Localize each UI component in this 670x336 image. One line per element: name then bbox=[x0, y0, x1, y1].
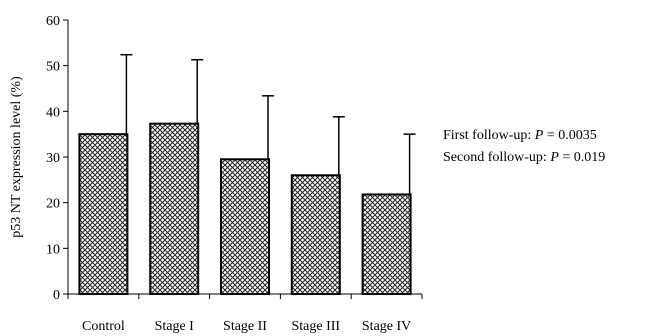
annotation-first-p-symbol: P bbox=[534, 128, 544, 143]
x-tick-label: Stage II bbox=[223, 319, 267, 334]
bar bbox=[361, 193, 412, 296]
annotation-first-suffix: = 0.0035 bbox=[543, 128, 596, 143]
y-axis-label: p53 NT expression level (%) bbox=[9, 76, 24, 238]
annotation-first-follow-up: First follow-up: P = 0.0035 bbox=[443, 128, 597, 143]
x-tick-label: Stage III bbox=[292, 319, 341, 334]
bar bbox=[220, 158, 270, 295]
bar bbox=[290, 174, 341, 295]
bars-group bbox=[78, 122, 412, 296]
y-tick-label: 50 bbox=[46, 60, 60, 75]
bar bbox=[78, 133, 129, 295]
annotation-first-prefix: First follow-up: bbox=[443, 128, 535, 143]
x-tick-label: Stage IV bbox=[362, 319, 411, 334]
y-tick-label: 60 bbox=[46, 14, 60, 29]
y-tick-label: 40 bbox=[46, 105, 60, 120]
y-tick-label: 0 bbox=[53, 288, 60, 303]
y-tick-label: 10 bbox=[46, 242, 60, 257]
y-axis-ticks: 0 10 20 30 40 50 60 bbox=[46, 14, 68, 303]
x-axis-ticks: Control Stage I Stage II Stage III Stage IV bbox=[67, 294, 423, 334]
annotation-second-suffix: = 0.019 bbox=[559, 150, 605, 165]
x-tick-label: Control bbox=[82, 319, 125, 334]
annotation-second-prefix: Second follow-up: bbox=[443, 150, 550, 165]
bar bbox=[149, 122, 200, 295]
annotation-second-p-symbol: P bbox=[549, 150, 559, 165]
error-bars-group bbox=[120, 53, 416, 195]
y-tick-label: 30 bbox=[46, 151, 60, 166]
y-tick-label: 20 bbox=[46, 197, 60, 212]
x-tick-label: Stage I bbox=[155, 319, 195, 334]
annotation-second-follow-up: Second follow-up: P = 0.019 bbox=[443, 150, 605, 165]
